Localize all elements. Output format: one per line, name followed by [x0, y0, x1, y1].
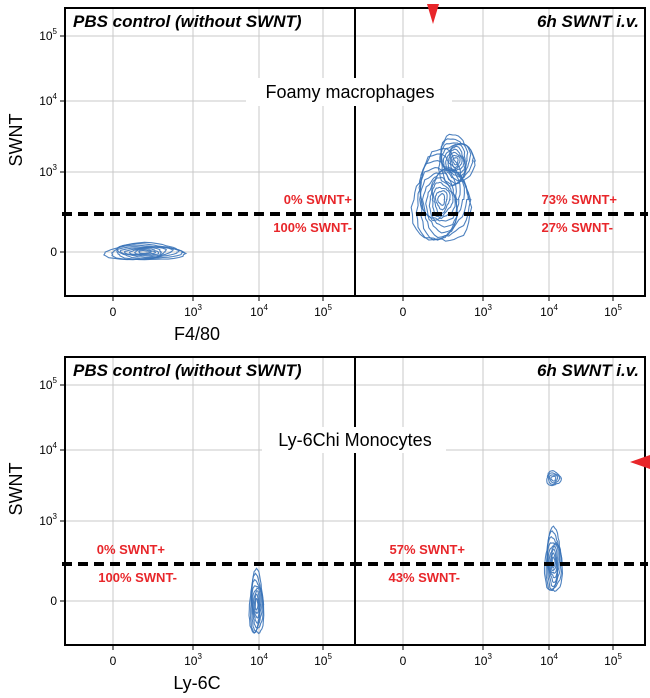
contour-group: [103, 241, 188, 261]
contour-group: [248, 567, 265, 635]
x-axis-title: Ly-6C: [173, 673, 220, 693]
y-axis-title: SWNT: [6, 463, 26, 516]
contour-line: [111, 242, 185, 261]
panel-title: PBS control (without SWNT): [73, 361, 302, 380]
y-tick-label: 105: [39, 376, 57, 392]
panel-title: 6h SWNT i.v.: [537, 12, 639, 31]
contour-line: [134, 248, 157, 255]
x-tick-label: 103: [184, 303, 202, 319]
contour-line: [103, 241, 188, 261]
section-label-bottom: Ly-6Chi Monocytes: [278, 430, 431, 450]
panel-frame: [64, 356, 356, 646]
contour-line: [441, 143, 469, 182]
contour-line: [550, 552, 557, 572]
x-tick-label: 0: [400, 305, 407, 319]
contour-line: [248, 567, 265, 635]
contour-line: [252, 590, 260, 619]
contour-line: [431, 181, 454, 219]
section-label-bottom-bg: [262, 427, 446, 453]
gate-label-positive: 73% SWNT+: [542, 192, 618, 207]
gate-label-positive: 0% SWNT+: [97, 542, 166, 557]
y-tick-label: 0: [50, 245, 57, 259]
x-tick-label: 103: [474, 303, 492, 319]
panel-bottom-right: 6h SWNT i.v. 57% SWNT+ 43% SWNT- 0 103 104 105: [352, 356, 648, 668]
panel-bottom-left: PBS control (without SWNT) 0% SWNT+ 100% S…: [6, 356, 358, 693]
x-tick-label: 104: [540, 303, 558, 319]
gate-label-positive: 57% SWNT+: [390, 542, 466, 557]
contour-line: [253, 593, 260, 615]
panel-frame: [354, 356, 646, 646]
contour-line: [546, 470, 563, 487]
contour-line: [549, 548, 558, 575]
x-tick-label: 105: [314, 652, 332, 668]
y-tick-label: 105: [39, 27, 57, 43]
contour-line: [421, 169, 458, 228]
arrow-down-marker: [427, 4, 439, 24]
contour-line: [550, 475, 557, 482]
gate-label-negative: 100% SWNT-: [98, 570, 177, 585]
x-tick-label: 104: [250, 303, 268, 319]
contour-line: [137, 250, 153, 254]
contour-line: [432, 186, 451, 215]
panel-title: PBS control (without SWNT): [73, 12, 302, 31]
x-tick-label: 104: [250, 652, 268, 668]
contour-line: [425, 172, 458, 222]
contour-line: [545, 530, 563, 591]
x-tick-label: 105: [604, 303, 622, 319]
x-tick-label: 0: [110, 305, 117, 319]
contour-line: [123, 247, 163, 257]
y-tick-label: 104: [39, 92, 57, 108]
y-tick-label: 104: [39, 441, 57, 457]
x-tick-label: 105: [314, 303, 332, 319]
contour-line: [128, 247, 160, 256]
contour-line: [548, 474, 559, 484]
contour-line: [119, 246, 168, 259]
y-tick-label: 103: [39, 512, 57, 528]
contour-group: [410, 133, 477, 242]
contour-line: [447, 148, 465, 173]
x-tick-label: 103: [474, 652, 492, 668]
contour-line: [254, 597, 259, 611]
gate-label-positive: 0% SWNT+: [284, 192, 353, 207]
contour-line: [442, 143, 467, 178]
contour-line: [437, 193, 446, 207]
panel-frame: [64, 7, 356, 297]
x-axis-title: F4/80: [174, 324, 220, 344]
y-tick-label: 0: [50, 594, 57, 608]
section-label-top: Foamy macrophages: [265, 82, 434, 102]
gate-label-negative: 27% SWNT-: [541, 220, 613, 235]
x-tick-label: 103: [184, 652, 202, 668]
panel-title: 6h SWNT i.v.: [537, 361, 639, 380]
x-tick-label: 0: [400, 654, 407, 668]
panel-top-right: 6h SWNT i.v. 73% SWNT+ 27% SWNT- 0 103 104 105: [352, 7, 648, 319]
contour-line: [547, 472, 561, 486]
contour-group: [543, 470, 564, 593]
panel-frame: [354, 7, 646, 297]
contour-line: [450, 154, 461, 169]
contour-line: [251, 587, 261, 624]
contour-line: [434, 190, 448, 211]
x-tick-label: 104: [540, 652, 558, 668]
contour-line: [543, 525, 564, 593]
y-axis-title: SWNT: [6, 114, 26, 167]
contour-line: [449, 151, 463, 171]
contour-line: [548, 545, 558, 579]
x-tick-label: 105: [604, 652, 622, 668]
arrow-left-marker: [630, 455, 650, 469]
panel-top-left: PBS control (without SWNT) 0% SWNT+ 100% S…: [6, 7, 358, 344]
contour-line: [452, 156, 459, 166]
x-tick-label: 0: [110, 654, 117, 668]
gate-label-negative: 100% SWNT-: [273, 220, 352, 235]
y-tick-label: 103: [39, 163, 57, 179]
panels-group: PBS control (without SWNT) 0% SWNT+ 100% S…: [6, 7, 648, 693]
section-label-top-bg: [246, 78, 452, 106]
gate-label-negative: 43% SWNT-: [388, 570, 460, 585]
contour-line: [445, 145, 466, 174]
